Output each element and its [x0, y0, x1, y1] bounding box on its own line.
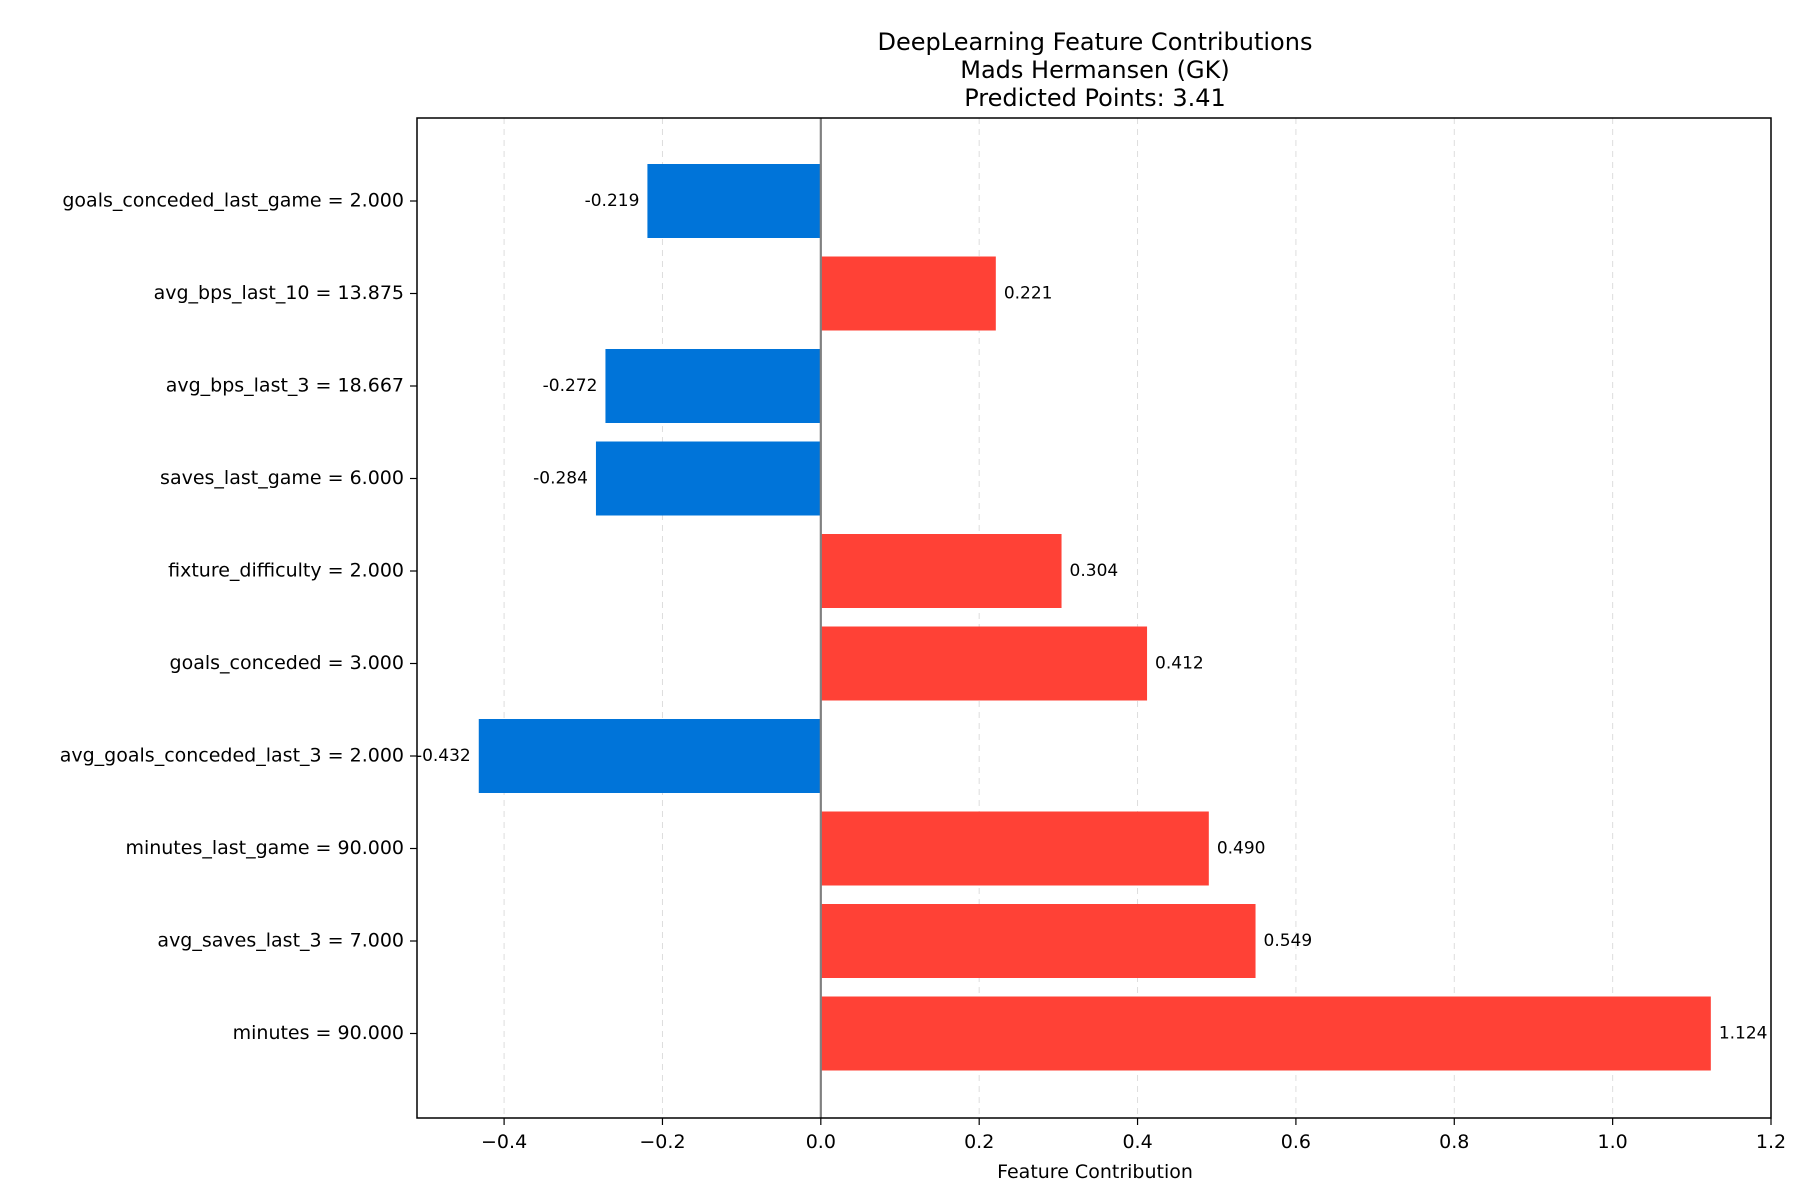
x-tick-label: 0.6: [1281, 1131, 1311, 1153]
bars: [478, 164, 1711, 1071]
value-label: 1.124: [1719, 1024, 1768, 1044]
bar: [647, 164, 821, 238]
y-axis-ticks: goals_conceded_last_game = 2.000 avg_bps_…: [60, 190, 417, 1044]
bar: [820, 904, 1256, 978]
category-label: avg_goals_conceded_last_3 = 2.000: [60, 745, 404, 767]
bar: [820, 256, 996, 331]
x-tick-label: 1.0: [1598, 1131, 1628, 1153]
category-label: saves_last_game = 6.000: [160, 467, 404, 489]
chart-title-line-2: Mads Hermansen (GK): [960, 56, 1230, 84]
value-label: -0.272: [543, 376, 598, 396]
x-tick-label: 1.2: [1756, 1131, 1786, 1153]
category-label: avg_bps_last_3 = 18.667: [166, 375, 404, 397]
x-axis-title: Feature Contribution: [997, 1161, 1193, 1183]
bar: [820, 811, 1209, 886]
chart-title-line-1: DeepLearning Feature Contributions: [878, 28, 1313, 56]
value-label: 0.549: [1264, 931, 1313, 951]
chart-title: DeepLearning Feature Contributions Mads …: [878, 28, 1313, 112]
category-label: fixture_difficulty = 2.000: [168, 560, 404, 582]
category-label: avg_bps_last_10 = 13.875: [154, 282, 404, 304]
bar: [820, 534, 1062, 608]
value-label: -0.284: [533, 469, 588, 489]
category-label: avg_saves_last_3 = 7.000: [157, 930, 404, 952]
bar: [595, 441, 821, 516]
value-label: 0.490: [1217, 839, 1266, 859]
x-tick-label: 0.2: [964, 1131, 994, 1153]
plot-frame: [416, 117, 1772, 1119]
value-label: -0.432: [416, 746, 471, 766]
bar: [605, 349, 821, 423]
bar: [820, 626, 1148, 701]
value-labels: -0.219 0.221 -0.272 -0.284 0.304 0.412 -0.432 0…: [416, 191, 1768, 1044]
category-label: minutes_last_game = 90.000: [125, 837, 404, 859]
value-label: -0.219: [585, 191, 640, 211]
bar: [820, 996, 1711, 1071]
category-label: minutes = 90.000: [233, 1022, 404, 1044]
x-tick-label: 0.8: [1439, 1131, 1469, 1153]
chart-title-line-3: Predicted Points: 3.41: [964, 84, 1226, 112]
value-label: 0.221: [1004, 284, 1053, 304]
x-tick-label: 0.0: [806, 1131, 836, 1153]
x-tick-label: −0.4: [481, 1131, 527, 1153]
value-label: 0.304: [1070, 561, 1119, 581]
x-tick-label: 0.4: [1122, 1131, 1152, 1153]
value-label: 0.412: [1155, 654, 1204, 674]
category-label: goals_conceded_last_game = 2.000: [62, 190, 404, 212]
x-tick-label: −0.2: [639, 1131, 685, 1153]
category-label: goals_conceded = 3.000: [170, 652, 404, 674]
bar: [478, 719, 821, 793]
x-axis-ticks: −0.4 −0.2 0.0 0.2 0.4 0.6 0.8 1.0 1.2: [481, 1118, 1786, 1153]
